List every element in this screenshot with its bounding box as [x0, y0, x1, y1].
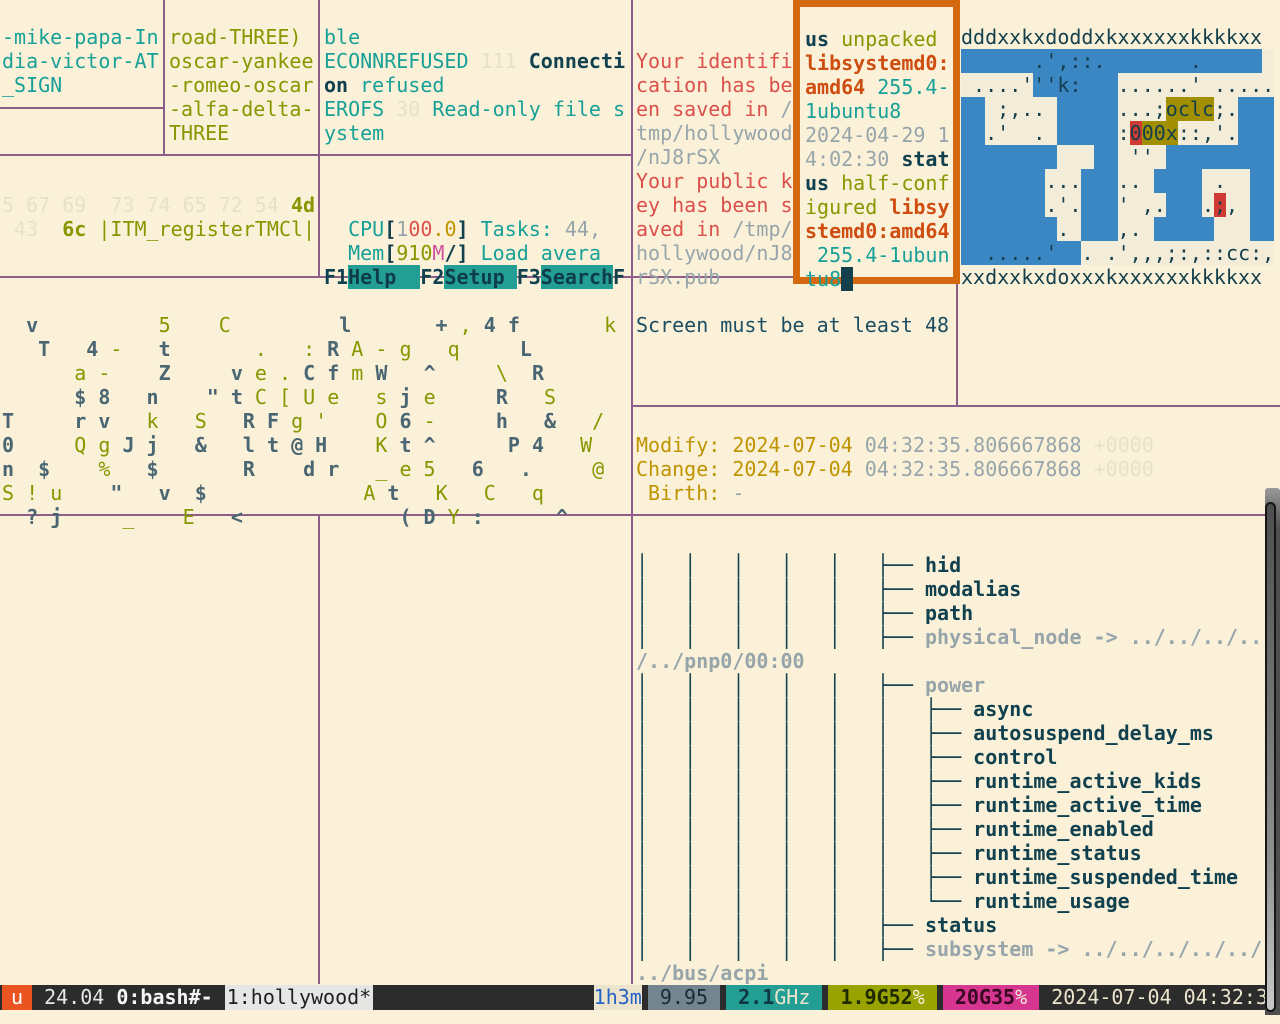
pane-border-h-matrix-bottom	[0, 514, 1280, 516]
status-spacer	[373, 985, 593, 1010]
pane-matrix-rain[interactable]: v 5 C l + , 4 f k T 4 - t . : R A - g q …	[2, 313, 617, 529]
pane-border-v-bottom-left	[318, 516, 320, 984]
memory-percent: %	[912, 985, 937, 1010]
uptime-badge: 1h3m	[593, 985, 642, 1010]
pane-errno-output[interactable]: ble ECONNREFUSED 111 Connecti on refused ER…	[324, 25, 626, 145]
load-badge: 9.95	[647, 985, 721, 1010]
ubuntu-logo-badge: u	[2, 985, 33, 1010]
pane-border-h-stat-top	[633, 405, 1280, 407]
pane-border-v-col1	[163, 0, 165, 155]
clock-label: 2024-07-04 04:32:36	[1039, 985, 1280, 1009]
active-pane-frame[interactable]	[793, 0, 960, 284]
pane-phonetic-output[interactable]: -mike-papa-In dia-victor-AT _SIGN	[2, 25, 159, 97]
release-label: 24.04	[32, 985, 117, 1009]
window-tab-bash[interactable]: 0:bash#-	[116, 985, 225, 1009]
pane-border-h-left-row1	[0, 154, 632, 156]
pane-border-v-col2	[318, 0, 320, 277]
pane-world-map-art[interactable]: dddxxkxdoddxkxxxxxxkkkkxx .',::. . ....'…	[961, 25, 1275, 289]
scrollbar-track[interactable]	[1265, 488, 1280, 1015]
cpu-freq-value: 2.1	[726, 985, 775, 1010]
pane-nato-words[interactable]: road-THREE) oscar-yankee -romeo-oscar -alfa…	[169, 25, 314, 145]
scrollbar-thumb[interactable]	[1265, 502, 1276, 1012]
pane-device-tree[interactable]: │ │ │ │ │ ├── hid │ │ │ │ │ ├── modalias │…	[636, 553, 1263, 985]
memory-badge: 1.9G52	[828, 985, 913, 1010]
pane-border-v-center	[631, 0, 633, 984]
pane-ssh-keygen-output[interactable]: Your identifi cation has be en saved in / t…	[636, 49, 793, 289]
disk-percent: %	[1015, 985, 1040, 1010]
disk-badge: 20G35	[942, 985, 1016, 1010]
pane-hexdump[interactable]: 5 67 69 73 74 65 72 54 4d 43 6c |ITM_reg…	[2, 193, 316, 241]
pane-dpkg-log-active[interactable]: us unpacked libsystemd0: amd64 255.4- 1ubun…	[805, 27, 950, 291]
pane-screen-warning[interactable]: Screen must be at least 48	[636, 313, 950, 337]
cpu-freq-unit: GHz	[774, 985, 823, 1010]
status-bar[interactable]: u 24.04 0:bash#- 1:hollywood* 1h3m 9.95 …	[0, 985, 1280, 1010]
pane-stat-output[interactable]: Modify: 2024-07-04 04:32:35.806667868 +0…	[636, 433, 1154, 505]
pane-border-h-under-col1	[0, 107, 163, 109]
window-tab-hollywood[interactable]: 1:hollywood*	[224, 985, 374, 1010]
pane-htop[interactable]: CPU[100.0] Tasks: 44, Mem[910M/] Load av…	[324, 217, 626, 289]
